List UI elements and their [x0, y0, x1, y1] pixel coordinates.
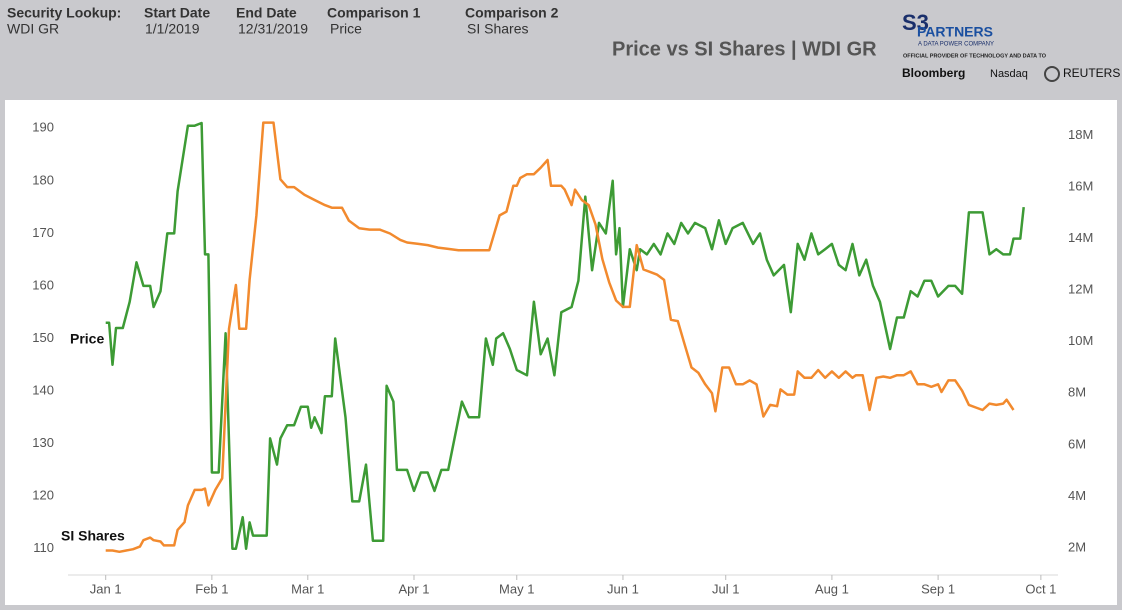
y-tick-label: 110	[33, 540, 54, 555]
series-label: SI Shares	[61, 528, 125, 544]
y-tick-label: 170	[32, 225, 54, 240]
y-tick-label: 150	[32, 330, 54, 345]
header: Security Lookup: WDI GR Start Date 1/1/2…	[7, 5, 877, 61]
y2-tick-label: 4M	[1068, 488, 1086, 503]
y-tick-label: 130	[32, 435, 54, 450]
y2-tick-label: 10M	[1068, 333, 1093, 348]
reuters-icon	[1044, 66, 1060, 82]
field-value[interactable]: 1/1/2019	[145, 21, 200, 37]
logo: S3 PARTNERS A DATA POWER COMPANY OFFICIA…	[902, 10, 1120, 82]
y-tick-label: 180	[32, 172, 54, 187]
y2-tick-label: 16M	[1068, 179, 1093, 194]
x-tick-label: Feb 1	[195, 581, 228, 596]
y-tick-label: 140	[32, 382, 54, 397]
partner: REUTERS	[1063, 66, 1120, 80]
field-value[interactable]: WDI GR	[7, 21, 59, 37]
logo-tagline: A DATA POWER COMPANY	[918, 42, 994, 48]
x-tick-label: Jul 1	[712, 581, 739, 596]
logo-name: PARTNERS	[917, 24, 993, 40]
x-tick-label: Mar 1	[291, 581, 324, 596]
field-label: Comparison 1	[327, 5, 421, 21]
field-label: Start Date	[144, 5, 210, 21]
partner: Bloomberg	[902, 66, 965, 80]
chart-title: Price vs SI Shares | WDI GR	[612, 38, 877, 60]
chart-panel	[5, 100, 1117, 605]
y2-tick-label: 6M	[1068, 436, 1086, 451]
partner: Nasdaq	[990, 68, 1028, 80]
y-tick-label: 120	[32, 488, 54, 503]
logo-brand: S3	[902, 10, 929, 35]
y2-tick-label: 12M	[1068, 282, 1093, 297]
x-tick-label: May 1	[499, 581, 534, 596]
field-label: Comparison 2	[465, 5, 559, 21]
x-tick-label: Apr 1	[398, 581, 429, 596]
x-tick-label: Oct 1	[1025, 581, 1056, 596]
y2-tick-label: 14M	[1068, 230, 1093, 245]
series-line	[105, 121, 1025, 550]
field-value[interactable]: Price	[330, 21, 362, 37]
y-tick-label: 160	[32, 277, 54, 292]
y2-tick-label: 2M	[1068, 539, 1086, 554]
x-tick-label: Jan 1	[90, 581, 122, 596]
field-label: Security Lookup:	[7, 5, 121, 21]
y-tick-label: 190	[32, 120, 54, 135]
y2-tick-label: 18M	[1068, 127, 1093, 142]
field-label: End Date	[236, 5, 297, 21]
x-tick-label: Jun 1	[607, 581, 639, 596]
y2-tick-label: 8M	[1068, 385, 1086, 400]
field-value[interactable]: SI Shares	[467, 21, 528, 37]
x-tick-label: Sep 1	[921, 581, 955, 596]
logo-provider: OFFICIAL PROVIDER OF TECHNOLOGY AND DATA…	[903, 53, 1047, 59]
series-label: Price	[70, 331, 104, 347]
series-line	[105, 121, 1015, 554]
field-value[interactable]: 12/31/2019	[238, 21, 308, 37]
x-tick-label: Aug 1	[815, 581, 849, 596]
